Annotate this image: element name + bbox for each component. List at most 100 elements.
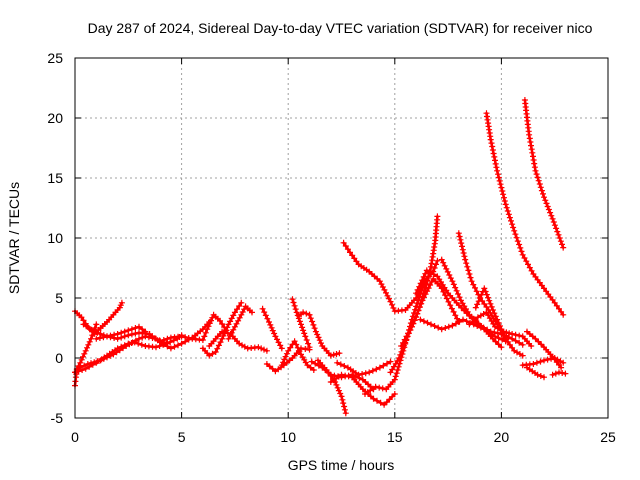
data-point (431, 323, 438, 329)
data-point (303, 337, 310, 343)
data-point (255, 344, 262, 351)
data-point (501, 335, 508, 342)
data-point (132, 325, 139, 331)
data-point (552, 370, 559, 377)
data-point (534, 371, 541, 378)
data-point (514, 238, 521, 245)
data-point (431, 265, 438, 271)
data-point (459, 243, 465, 250)
y-tick-label: 0 (55, 350, 63, 366)
data-point (413, 290, 420, 297)
data-point (287, 344, 294, 351)
data-point (219, 321, 226, 327)
data-point (302, 333, 309, 340)
data-point (164, 343, 171, 350)
data-point (116, 347, 123, 354)
data-point (281, 356, 288, 363)
data-point (384, 360, 390, 367)
data-point (393, 370, 400, 377)
data-point (531, 160, 538, 167)
data-point (123, 343, 130, 349)
data-point (278, 362, 285, 369)
data-point (505, 211, 512, 218)
x-tick-label: 10 (280, 429, 296, 445)
series-track-6 (72, 368, 80, 389)
data-point (339, 396, 346, 403)
x-tick-label: 15 (387, 429, 403, 445)
data-point (305, 340, 312, 347)
data-point (462, 256, 469, 263)
data-point (488, 140, 495, 147)
data-point (492, 338, 499, 345)
data-point (299, 324, 306, 331)
data-point (478, 323, 485, 330)
data-point (543, 200, 550, 207)
data-point (537, 184, 544, 191)
data-point (293, 309, 300, 316)
data-point (215, 342, 222, 349)
data-point (356, 375, 363, 381)
data-point (219, 328, 226, 335)
data-point (414, 286, 421, 293)
data-point (428, 278, 435, 285)
data-point (291, 302, 298, 309)
data-point (366, 369, 373, 376)
data-point (294, 344, 301, 351)
data-point (411, 317, 418, 324)
data-point (491, 153, 498, 160)
data-point (506, 214, 513, 221)
data-point (205, 323, 212, 330)
data-point (222, 329, 228, 336)
data-point (516, 332, 523, 339)
data-point (373, 366, 380, 373)
data-point (157, 338, 164, 345)
series-track-10 (206, 328, 270, 354)
data-point (298, 321, 304, 328)
data-point (113, 349, 120, 356)
series-track-21 (334, 358, 394, 378)
data-point (449, 278, 456, 285)
data-point (450, 281, 457, 288)
data-point (92, 325, 98, 331)
data-point (104, 354, 110, 361)
data-point (483, 291, 490, 298)
data-point (446, 272, 453, 278)
data-point (262, 312, 269, 319)
data-point (267, 321, 274, 328)
data-point (482, 288, 489, 295)
data-point (414, 310, 421, 317)
data-point (516, 241, 523, 248)
series-track-14 (289, 296, 313, 351)
data-point (266, 319, 272, 325)
data-point (434, 213, 441, 220)
data-point (519, 251, 526, 258)
data-point (387, 298, 394, 305)
data-point (81, 350, 88, 357)
series-track-5 (80, 321, 149, 340)
data-point (381, 401, 388, 408)
data-point (128, 331, 135, 338)
data-point (456, 294, 463, 301)
data-point (494, 167, 501, 174)
data-point (523, 258, 530, 265)
series-track-15 (278, 338, 317, 373)
data-point (533, 171, 540, 178)
data-point (126, 341, 133, 348)
data-point (532, 335, 539, 342)
data-point (327, 352, 334, 359)
data-point (529, 149, 536, 156)
data-point (470, 281, 477, 288)
data-point (463, 318, 470, 325)
data-point (530, 361, 537, 367)
data-point (342, 243, 349, 249)
data-point (410, 320, 417, 327)
data-point (550, 219, 557, 225)
data-point (374, 397, 380, 404)
data-point (394, 367, 401, 373)
data-point (303, 310, 310, 317)
data-point (513, 234, 520, 241)
data-point (217, 317, 223, 324)
x-tick-label: 25 (600, 429, 616, 445)
data-point (136, 335, 142, 342)
